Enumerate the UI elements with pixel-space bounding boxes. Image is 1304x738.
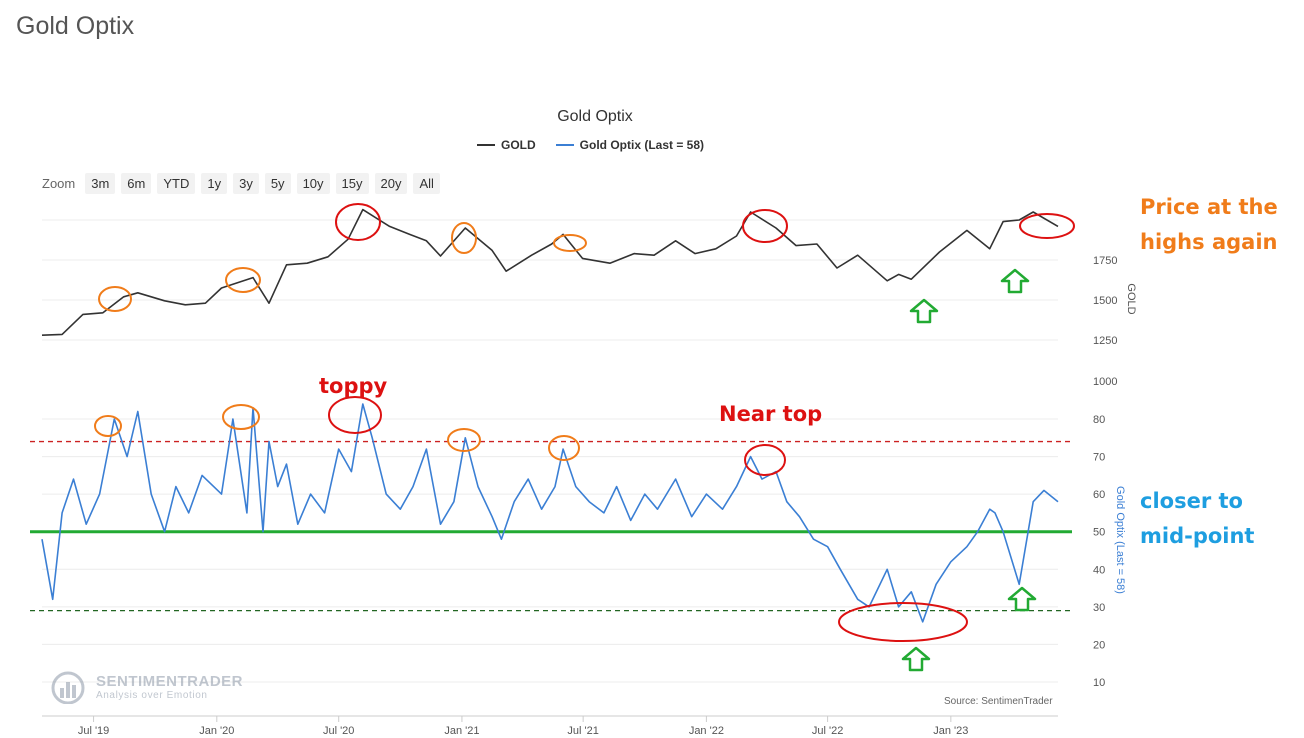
legend-label-gold: GOLD <box>501 138 536 152</box>
gold-series-line <box>41 208 1059 336</box>
x-tick-label: Jul '21 <box>567 725 598 737</box>
optix-y-tick-label: 70 <box>1093 452 1105 464</box>
up-arrow-icon <box>1007 586 1037 612</box>
zoom-button-3y[interactable]: 3y <box>233 173 259 194</box>
annotation-near-top: Near top <box>719 402 823 426</box>
zoom-button-ytd[interactable]: YTD <box>157 173 196 194</box>
gold-axis-title: GOLD <box>1125 283 1137 314</box>
x-tick-label: Jul '19 <box>78 725 109 737</box>
optix-series-line <box>41 403 1059 623</box>
up-arrow-icon <box>901 646 931 672</box>
x-tick-label: Jan '21 <box>444 725 479 737</box>
watermark-line1: SENTIMENTRADER <box>96 673 244 690</box>
zoom-button-15y[interactable]: 15y <box>335 173 369 194</box>
zoom-button-all[interactable]: All <box>413 173 440 194</box>
zoom-label: Zoom <box>42 176 76 191</box>
annotation-ellipse-red <box>335 203 381 241</box>
optix-y-tick-label: 50 <box>1093 527 1105 539</box>
up-arrow-icon <box>1000 268 1030 294</box>
zoom-button-20y[interactable]: 20y <box>374 173 408 194</box>
annotation-toppy: toppy <box>319 374 388 398</box>
zoom-button-1y[interactable]: 1y <box>201 173 228 194</box>
annotation-ellipse-orange <box>553 234 587 252</box>
annotation-closer-mid-line2: mid-point <box>1140 524 1255 548</box>
annotation-ellipse-red <box>838 602 968 642</box>
watermark-line2: Analysis over Emotion <box>96 690 208 701</box>
chart-legend: GOLD Gold Optix (Last = 58) <box>477 138 704 152</box>
gold-y-tick-label: 1750 <box>1093 255 1117 267</box>
annotation-ellipse-orange <box>447 428 481 452</box>
optix-y-tick-label: 20 <box>1093 639 1105 651</box>
legend-label-optix: Gold Optix (Last = 58) <box>579 138 705 152</box>
sentimentrader-logo-icon <box>51 671 85 704</box>
annotation-closer-mid: closer to mid-point <box>1140 484 1254 554</box>
x-tick-label: Jan '23 <box>933 725 968 737</box>
gold-y-tick-label: 1250 <box>1093 335 1117 347</box>
zoom-button-10y[interactable]: 10y <box>296 173 330 194</box>
legend-swatch-optix <box>555 144 574 146</box>
legend-item-optix[interactable]: Gold Optix (Last = 58) <box>555 138 705 152</box>
watermark: SENTIMENTRADER Analysis over Emotion <box>50 670 243 704</box>
annotation-ellipse-orange <box>94 415 122 437</box>
annotation-price-highs: Price at the highs again <box>1140 190 1278 260</box>
annotation-ellipse-orange <box>225 267 261 293</box>
up-arrow-icon <box>909 298 939 324</box>
annotation-ellipse-orange <box>222 404 260 430</box>
annotation-ellipse-orange <box>548 435 580 461</box>
zoom-button-5y[interactable]: 5y <box>264 173 291 194</box>
legend-swatch-gold <box>477 144 495 146</box>
chart-title: Gold Optix <box>557 108 633 125</box>
page-title: Gold Optix <box>16 12 135 40</box>
optix-y-tick-label: 60 <box>1093 489 1105 501</box>
annotation-price-highs-line1: Price at the <box>1140 195 1278 219</box>
zoom-bar: Zoom 3m 6m YTD 1y 3y 5y 10y 15y 20y All <box>42 173 440 194</box>
optix-axis-title: Gold Optix (Last = 58) <box>1114 486 1126 594</box>
optix-y-tick-label: 30 <box>1093 602 1105 614</box>
gold-y-tick-label: 1000 <box>1093 376 1117 388</box>
annotation-ellipse-red <box>1019 213 1075 239</box>
x-tick-label: Jan '20 <box>199 725 234 737</box>
source-credit: Source: SentimenTrader <box>944 696 1053 707</box>
x-tick-label: Jul '22 <box>812 725 843 737</box>
annotation-ellipse-red <box>742 209 788 243</box>
optix-y-tick-label: 10 <box>1093 677 1105 689</box>
x-tick-label: Jan '22 <box>689 725 724 737</box>
annotation-ellipse-red <box>744 444 786 476</box>
x-tick-label: Jul '20 <box>323 725 354 737</box>
zoom-button-3m[interactable]: 3m <box>85 173 116 194</box>
legend-item-gold[interactable]: GOLD <box>477 138 536 152</box>
gold-y-tick-label: 1500 <box>1093 295 1117 307</box>
annotation-price-highs-line2: highs again <box>1140 230 1278 254</box>
annotation-closer-mid-line1: closer to <box>1140 489 1243 513</box>
optix-y-tick-label: 40 <box>1093 564 1105 576</box>
annotation-ellipse-red <box>328 396 382 434</box>
optix-y-tick-label: 80 <box>1093 414 1105 426</box>
annotation-ellipse-orange <box>98 286 132 312</box>
zoom-button-6m[interactable]: 6m <box>121 173 152 194</box>
annotation-ellipse-orange <box>451 222 477 254</box>
